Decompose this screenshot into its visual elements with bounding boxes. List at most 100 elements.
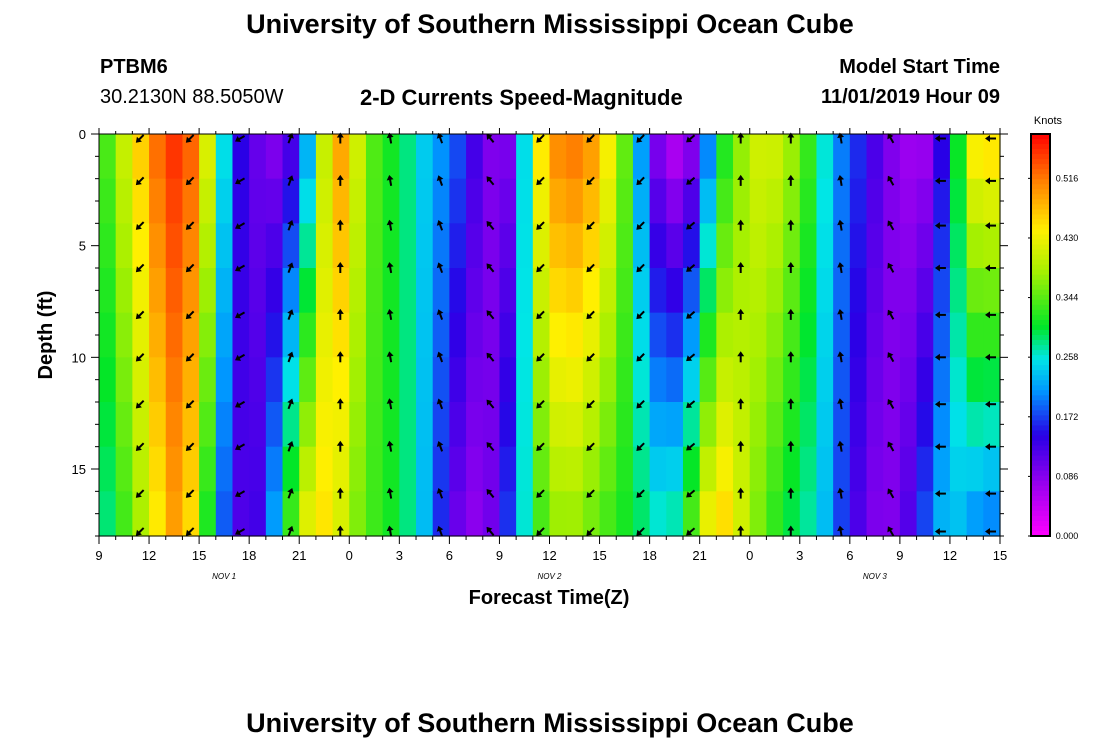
heatmap-cell xyxy=(549,446,567,492)
heatmap-cell xyxy=(866,134,884,180)
heatmap-cell xyxy=(149,446,167,492)
current-arrow xyxy=(486,442,495,452)
colorbar-band xyxy=(1031,530,1050,537)
heatmap-cell xyxy=(766,223,784,269)
heatmap-cell xyxy=(749,134,768,180)
heatmap-cell xyxy=(783,268,801,314)
heatmap-cell xyxy=(199,402,217,448)
heatmap-cell xyxy=(299,223,317,269)
current-arrow xyxy=(386,351,394,363)
heatmap-cell xyxy=(799,357,818,403)
heatmap-cell xyxy=(165,491,184,537)
heatmap-cell xyxy=(132,223,150,269)
heatmap-cell xyxy=(566,402,584,448)
colorbar-band xyxy=(1031,269,1050,276)
heatmap-cell xyxy=(549,312,567,358)
current-arrow xyxy=(837,525,845,537)
heatmap-cell xyxy=(733,357,751,403)
heatmap-cell xyxy=(866,223,884,269)
heatmap-cell xyxy=(883,223,901,269)
heatmap-cell xyxy=(616,178,634,224)
colorbar-band xyxy=(1031,380,1050,386)
heatmap-cell xyxy=(749,446,768,492)
heatmap-cell xyxy=(399,312,417,358)
current-arrow xyxy=(887,262,895,273)
heatmap-cell xyxy=(315,402,334,448)
heatmap-cell xyxy=(299,491,317,537)
current-arrow xyxy=(185,134,195,143)
heatmap-cell xyxy=(916,491,934,537)
current-arrow xyxy=(536,134,545,143)
current-arrow xyxy=(536,353,545,362)
heatmap-cell xyxy=(682,357,701,403)
heatmap-cell xyxy=(299,268,317,314)
heatmap-cell xyxy=(432,223,450,269)
current-arrow xyxy=(787,132,795,144)
current-arrow xyxy=(787,525,795,537)
heatmap-cell xyxy=(749,312,768,358)
current-arrow xyxy=(985,490,996,498)
colorbar-band xyxy=(1031,179,1050,185)
current-arrow xyxy=(934,311,946,319)
heatmap-cell xyxy=(449,223,467,269)
heatmap-cell xyxy=(833,178,851,224)
heatmap-cells xyxy=(99,134,1001,537)
current-arrow xyxy=(235,177,246,185)
heatmap-cell xyxy=(416,223,434,269)
station-id: PTBM6 xyxy=(100,56,168,78)
heatmap-cell xyxy=(883,491,901,537)
current-arrow xyxy=(887,133,895,144)
x-axis-label: Forecast Time(Z) xyxy=(469,587,630,609)
current-arrow xyxy=(737,351,745,363)
heatmap-cell xyxy=(115,268,133,314)
current-arrow xyxy=(336,262,344,273)
heatmap-cell xyxy=(616,268,634,314)
heatmap-cell xyxy=(199,268,217,314)
heatmap-cell xyxy=(399,402,417,448)
heatmap-cell xyxy=(449,491,467,537)
colorbar-band xyxy=(1031,234,1050,241)
heatmap-cell xyxy=(215,268,234,314)
current-arrow xyxy=(436,487,444,499)
heatmap-cell xyxy=(899,357,918,403)
current-arrow xyxy=(386,398,394,410)
heatmap-cell xyxy=(182,312,200,358)
y-tick-label: 10 xyxy=(72,350,86,365)
current-arrow xyxy=(787,308,795,320)
heatmap-cell xyxy=(265,357,284,403)
heatmap-cell xyxy=(349,268,367,314)
heatmap-cell xyxy=(215,134,234,180)
current-arrow xyxy=(336,132,344,144)
current-arrow xyxy=(737,487,745,499)
current-arrow xyxy=(235,264,246,272)
heatmap-cell xyxy=(899,491,918,537)
heatmap-cell xyxy=(966,446,984,492)
heatmap-cell xyxy=(933,491,951,537)
heatmap-cell xyxy=(783,491,801,537)
current-arrow xyxy=(287,219,294,231)
current-arrow xyxy=(336,174,344,186)
heatmap-cell xyxy=(916,268,934,314)
current-arrow xyxy=(536,399,545,409)
colorbar-band xyxy=(1031,149,1050,155)
heatmap-cell xyxy=(899,446,918,492)
heatmap-cell xyxy=(883,134,901,180)
current-arrow xyxy=(837,174,845,186)
current-arrow xyxy=(336,308,344,320)
current-arrow xyxy=(135,310,145,320)
heatmap-cell xyxy=(783,134,801,180)
current-arrow xyxy=(636,221,645,230)
heatmap-cell xyxy=(649,446,667,492)
heatmap-cell xyxy=(115,491,133,537)
heatmap-cell xyxy=(949,178,968,224)
heatmap-cell xyxy=(783,357,801,403)
heatmap-cell xyxy=(432,178,450,224)
heatmap-cell xyxy=(132,178,150,224)
current-arrow xyxy=(837,219,845,231)
heatmap-cell xyxy=(749,178,768,224)
heatmap-cell xyxy=(682,312,701,358)
heatmap-cell xyxy=(632,446,651,492)
heatmap-cell xyxy=(299,134,317,180)
current-arrow xyxy=(837,398,845,410)
heatmap-cell xyxy=(349,178,367,224)
